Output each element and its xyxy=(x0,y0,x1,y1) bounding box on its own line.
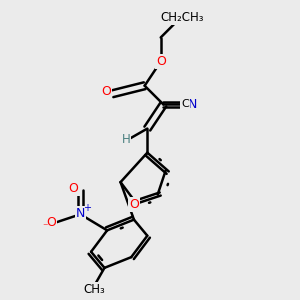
Text: O: O xyxy=(46,216,56,229)
Text: O: O xyxy=(101,85,111,98)
Text: CH₃: CH₃ xyxy=(83,283,105,296)
Text: N: N xyxy=(188,98,197,111)
Text: ⁻: ⁻ xyxy=(43,222,48,232)
Text: +: + xyxy=(83,203,91,213)
Text: N: N xyxy=(76,207,85,220)
Text: CH₂CH₃: CH₂CH₃ xyxy=(160,11,204,24)
Text: O: O xyxy=(129,198,139,212)
Text: O: O xyxy=(69,182,79,195)
Text: C: C xyxy=(181,99,189,109)
Text: H: H xyxy=(122,133,130,146)
Text: O: O xyxy=(156,55,166,68)
